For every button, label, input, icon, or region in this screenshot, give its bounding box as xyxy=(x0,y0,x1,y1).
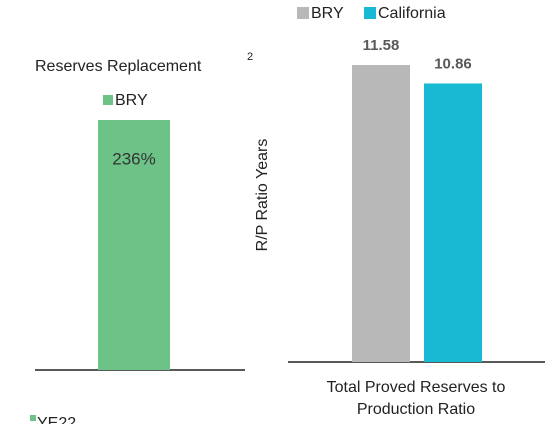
data-label: 10.86 xyxy=(434,55,472,72)
y-axis-label: R/P Ratio Years xyxy=(254,139,271,252)
data-label: 236% xyxy=(112,149,155,168)
bar xyxy=(424,83,482,363)
legend-label: BRY xyxy=(115,92,148,109)
legend-label: California xyxy=(378,5,446,22)
chart-title: Reserves Replacement xyxy=(35,58,202,75)
data-label: 11.58 xyxy=(363,37,400,54)
category-label: YE22 xyxy=(37,415,76,424)
legend-label: BRY xyxy=(311,5,344,22)
x-axis-label: Production Ratio xyxy=(357,401,475,418)
bar xyxy=(98,120,170,370)
x-axis-label: Total Proved Reserves to xyxy=(327,379,506,396)
category-marker xyxy=(30,415,36,421)
legend-swatch xyxy=(103,95,113,105)
bar xyxy=(352,65,410,362)
title-superscript: 2 xyxy=(247,51,253,63)
legend-swatch xyxy=(297,7,309,19)
legend-swatch xyxy=(364,7,376,19)
